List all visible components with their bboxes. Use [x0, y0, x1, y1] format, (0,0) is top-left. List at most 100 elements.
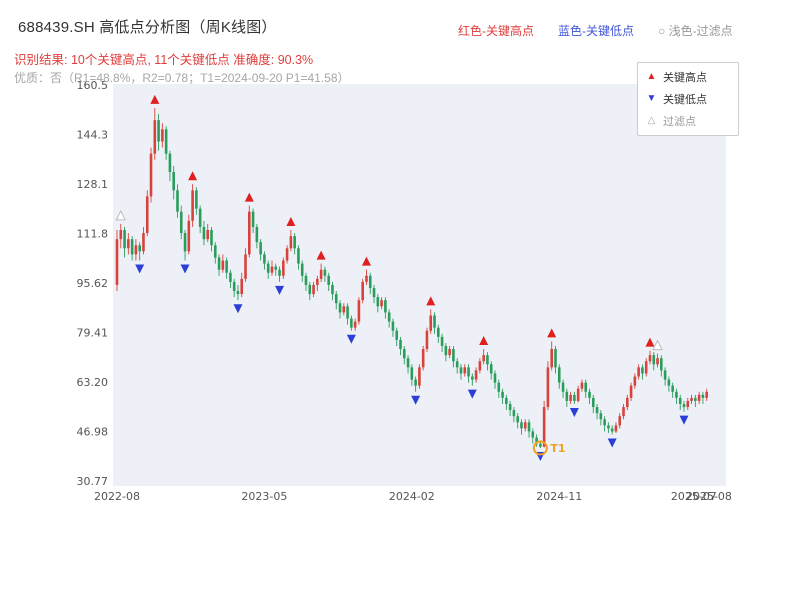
candle-body — [425, 330, 429, 350]
candle-body — [164, 129, 168, 154]
candle-body — [648, 355, 652, 362]
candle-body — [497, 382, 501, 392]
candle-body — [542, 407, 546, 447]
candle-body — [444, 345, 448, 356]
candle-body — [471, 376, 474, 380]
candle-body — [376, 297, 380, 307]
candle-body — [248, 211, 251, 255]
candle-body — [429, 315, 433, 331]
candle-body — [584, 382, 588, 392]
candle-body — [652, 355, 656, 365]
candle-body — [149, 153, 153, 197]
candle-body — [270, 266, 274, 273]
candle-body — [588, 391, 591, 398]
candle-body — [187, 220, 191, 252]
key-low-marker — [346, 334, 356, 344]
triangle-hollow-icon: △ — [647, 115, 656, 126]
y-tick-label: 79.41 — [77, 327, 109, 340]
y-tick-label: 46.98 — [77, 426, 109, 439]
key-low-marker — [233, 304, 243, 314]
candle-body — [418, 367, 421, 386]
y-tick-label: 128.1 — [77, 178, 109, 191]
recognition-result-line: 识别结果: 10个关键高点, 11个关键低点 准确度: 90.3% — [14, 53, 314, 67]
candle-body — [595, 407, 599, 414]
candle-body — [342, 306, 346, 313]
candle-body — [463, 367, 467, 374]
y-tick-label: 160.5 — [77, 79, 109, 92]
t1-label: T1 — [550, 442, 565, 455]
filtered-point-marker — [115, 209, 127, 221]
candle-body — [168, 153, 172, 172]
candle-body — [119, 229, 123, 240]
candle-body — [554, 349, 557, 368]
y-tick-label: 144.3 — [77, 128, 109, 141]
candle-body — [580, 382, 584, 389]
candle-body — [244, 254, 247, 279]
plot-legend-item-key-low: ▼ 关键低点 — [646, 91, 730, 107]
candle-body — [591, 397, 595, 408]
key-low-marker — [607, 438, 617, 448]
candle-body — [278, 269, 281, 276]
page-title: 688439.SH 高低点分析图（周K线图） — [18, 19, 277, 36]
candle-body — [622, 407, 625, 417]
candle-body — [274, 266, 278, 270]
candle-body — [561, 382, 565, 392]
candle-body — [282, 260, 285, 276]
candle-body — [489, 364, 493, 374]
key-high-marker — [316, 250, 326, 260]
candle-body — [327, 275, 330, 285]
key-high-marker — [286, 216, 296, 226]
candle-body — [157, 120, 160, 142]
candle-body — [380, 300, 383, 307]
candle-body — [610, 428, 614, 432]
candle-body — [505, 397, 508, 404]
candle-body — [486, 355, 489, 365]
y-tick-label: 30.77 — [77, 475, 109, 488]
candle-body — [508, 403, 512, 411]
candle-body — [694, 397, 697, 401]
candle-body — [459, 367, 463, 374]
t1-circle-annotation — [532, 440, 548, 456]
key-low-marker — [275, 285, 285, 295]
candle-body — [217, 257, 221, 270]
legend-key-high-label: 红色-关键高点 — [458, 24, 534, 38]
candle-body — [206, 229, 210, 240]
candle-body — [357, 300, 361, 322]
candle-body — [353, 321, 357, 328]
candle-body — [531, 431, 535, 438]
candle-body — [626, 397, 629, 408]
candle-body — [607, 425, 610, 429]
candle-body — [266, 263, 270, 273]
candle-body — [350, 318, 353, 328]
candle-body — [263, 254, 266, 264]
plot-legend-label: 关键低点 — [663, 94, 707, 106]
candle-body — [384, 300, 387, 313]
candle-body — [251, 211, 255, 227]
candle-body — [633, 376, 637, 386]
candle-body — [172, 171, 175, 191]
candle-body — [512, 410, 516, 417]
key-high-marker — [645, 337, 655, 347]
candle-body — [414, 379, 417, 386]
candle-body — [202, 226, 206, 240]
candle-body — [667, 379, 671, 386]
x-tick-label: 2025-07 — [671, 490, 717, 503]
key-low-marker — [569, 407, 579, 417]
candle-body — [452, 349, 455, 362]
candle-body — [308, 284, 312, 295]
key-low-marker — [135, 264, 145, 274]
candle-body — [338, 303, 342, 313]
candle-body — [176, 190, 179, 212]
candle-body — [546, 367, 550, 408]
candle-body — [539, 443, 542, 447]
key-high-marker — [244, 192, 254, 202]
candle-body — [501, 391, 504, 398]
candle-body — [671, 385, 674, 392]
candle-body — [368, 275, 372, 288]
candle-body — [527, 422, 531, 432]
plot-panel — [113, 84, 726, 486]
candle-body — [675, 391, 678, 398]
candle-body — [191, 190, 194, 221]
key-low-marker — [467, 389, 477, 399]
candle-body — [433, 315, 436, 328]
